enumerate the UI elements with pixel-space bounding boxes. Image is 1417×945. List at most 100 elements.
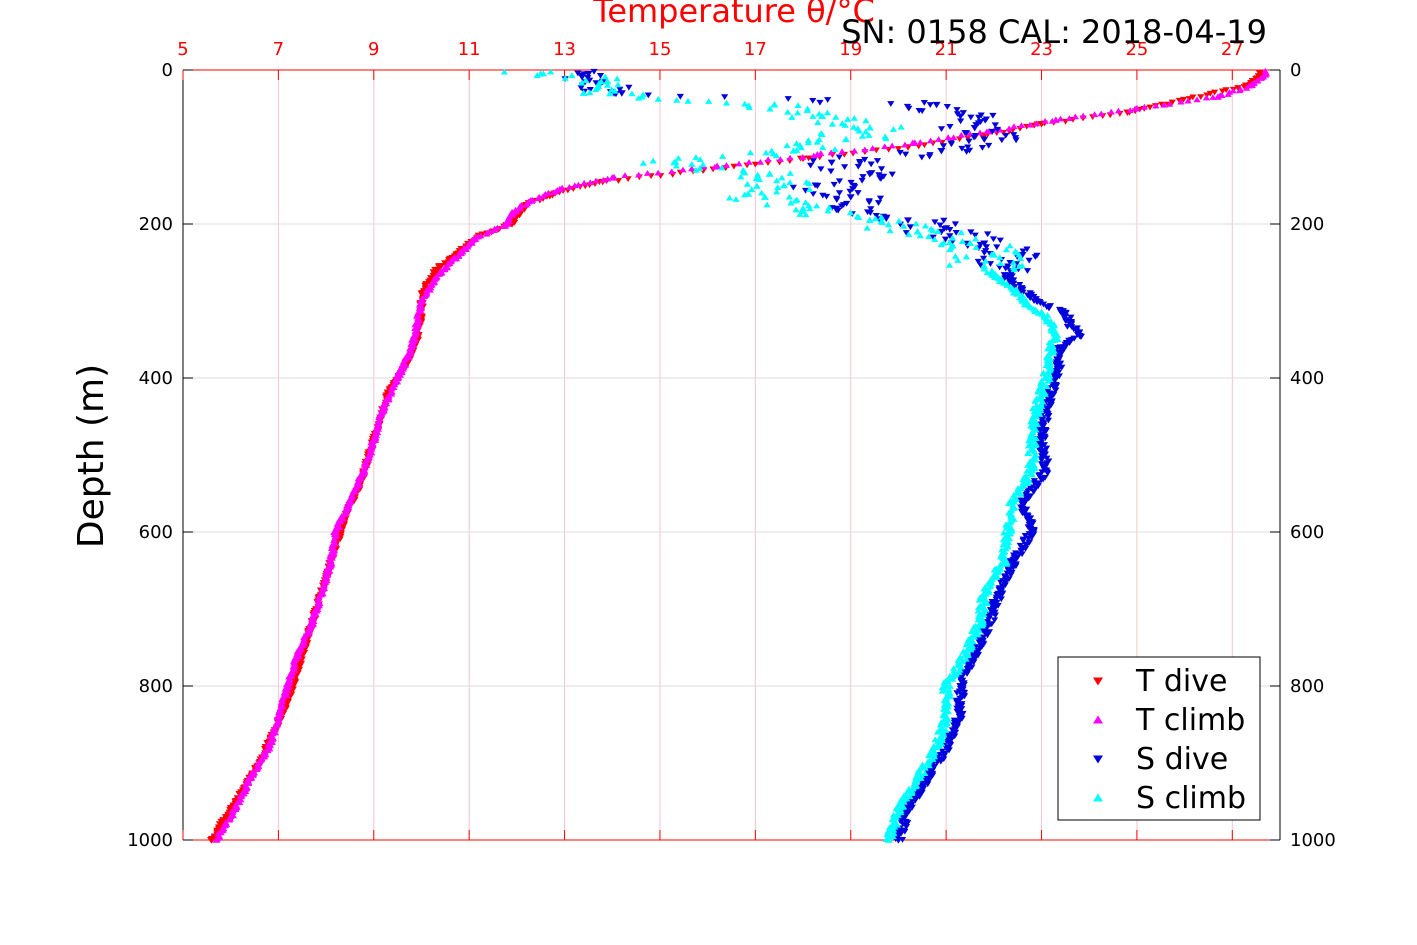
profile-marker [988,601,996,608]
profile-marker [1041,429,1049,435]
profile-marker [1025,257,1033,264]
profile-marker [900,792,908,799]
profile-marker [925,752,933,759]
profile-marker [1184,97,1192,104]
profile-marker [935,742,944,749]
profile-marker [1229,87,1237,94]
profile-marker [963,646,971,653]
profile-marker [1003,561,1011,567]
profile-marker [1042,399,1050,405]
profile-marker [950,134,958,141]
profile-marker [934,228,942,235]
profile-marker [730,163,738,170]
profile-marker [945,700,953,707]
profile-marker [888,142,896,149]
profile-marker [1050,337,1059,343]
profile-marker [975,627,984,634]
profile-marker [936,222,944,229]
profile-marker [809,158,817,165]
x-tick-label: 17 [744,39,767,60]
profile-marker [948,675,957,682]
profile-marker [1017,490,1025,497]
profile-marker [868,170,876,176]
profile-marker [1224,91,1232,97]
profile-marker [919,785,928,792]
profile-marker [877,176,885,182]
profile-marker [1035,425,1043,432]
profile-marker [896,149,904,156]
profile-marker [1209,94,1217,100]
profile-marker [959,110,968,116]
profile-marker [1053,345,1062,351]
profile-marker [751,161,759,168]
legend-label: T climb [1135,703,1245,738]
profile-marker [954,257,962,263]
data-point [579,89,588,96]
profile-marker [986,261,995,267]
profile-marker [929,234,937,241]
legend-marker [1093,755,1103,764]
profile-marker [964,144,972,151]
profile-marker [614,81,622,88]
profile-marker [654,169,662,176]
profile-marker [926,102,934,108]
profile-marker [1002,265,1010,272]
profile-marker [1168,99,1176,106]
y-axis-label: Depth (m) [71,364,112,548]
profile-marker [861,156,869,163]
profile-marker [817,150,825,156]
data-point [865,124,874,131]
profile-marker [951,729,960,736]
y-tick-label-right: 600 [1290,522,1324,543]
profile-marker [874,200,883,206]
profile-marker [815,110,823,117]
profile-marker [958,145,966,152]
profile-marker [900,222,908,229]
profile-marker [902,823,911,830]
profile-marker [1007,530,1015,537]
profile-marker [827,168,835,175]
profile-marker [580,179,588,186]
profile-marker [887,101,895,107]
data-point [779,181,788,189]
profile-marker [796,211,804,217]
labels: Temperature θ/°C SN: 0158 CAL: 2018-04-1… [71,0,1267,548]
profile-marker [1001,275,1009,282]
profile-marker [1033,421,1042,428]
profile-marker [688,165,696,172]
profile-marker [814,119,822,125]
data-point [903,217,912,224]
profile-marker [946,693,954,700]
profile-marker [1023,246,1031,253]
profile-marker [1036,411,1044,417]
profile-marker [1009,559,1017,565]
profile-marker [834,207,842,214]
profile-marker [816,99,824,106]
profile-marker [1042,318,1050,325]
profile-marker [957,118,965,125]
profile-marker [873,158,882,164]
profile-marker [944,716,952,723]
legend-marker [1093,715,1103,724]
profile-marker [931,236,939,243]
profile-marker [1015,263,1023,269]
profile-marker [649,157,657,164]
profile-marker [1044,417,1053,424]
profile-marker [793,109,802,116]
profile-marker [1037,476,1046,483]
profile-marker [929,227,937,234]
profile-marker [737,173,745,180]
x-tick-label: 23 [1030,39,1053,60]
profile-marker [944,708,952,715]
profile-marker [918,154,926,161]
profile-marker [956,663,965,670]
profile-marker [830,181,838,188]
profile-marker [978,622,986,629]
data-point [937,228,946,236]
profile-marker [1041,118,1049,124]
profile-marker [799,153,807,160]
profile-marker [818,131,826,138]
profile-marker [974,652,982,659]
profile-marker [819,144,827,150]
profile-marker [995,278,1004,285]
